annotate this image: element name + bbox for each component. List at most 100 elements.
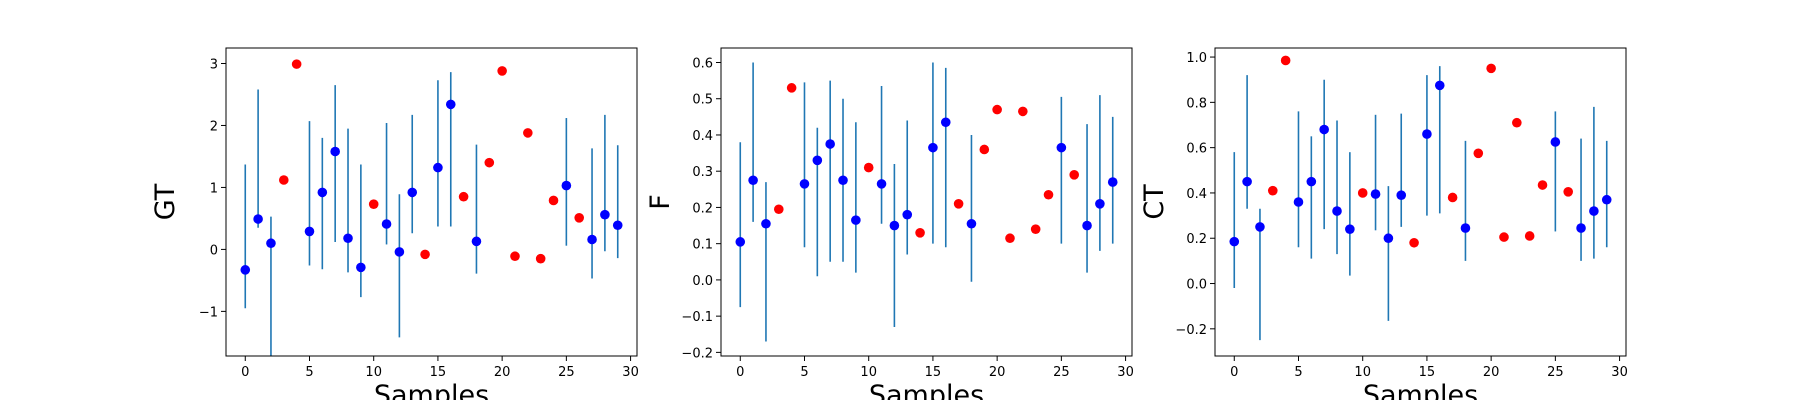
subplot-ct: 0 5 10 15 20 25 30 −0.2 0.0 0.2 0.4 0.6 0.8 1.0 CT Samp… bbox=[1139, 47, 1628, 400]
data-point-blue bbox=[1422, 129, 1432, 139]
data-point-blue bbox=[928, 142, 938, 153]
y-tick-label: 1 bbox=[210, 181, 218, 196]
data-point-blue bbox=[587, 234, 597, 245]
data-point-blue bbox=[330, 146, 340, 157]
data-point-blue bbox=[902, 209, 913, 220]
x-tick-label: 10 bbox=[1354, 365, 1371, 380]
plot-frame bbox=[720, 47, 1133, 357]
data-point-red bbox=[1280, 55, 1291, 66]
x-axis-label: Samples bbox=[1363, 380, 1478, 400]
data-point-blue bbox=[1589, 206, 1599, 216]
data-point-red bbox=[915, 228, 925, 238]
data-point-red bbox=[510, 251, 520, 262]
data-point-blue bbox=[304, 226, 315, 237]
x-tick-label: 20 bbox=[989, 365, 1006, 380]
y-tick-label: 0.3 bbox=[692, 165, 713, 180]
x-tick-label: 15 bbox=[1419, 365, 1436, 380]
data-point-blue bbox=[1107, 177, 1118, 187]
x-tick-label: 30 bbox=[1117, 365, 1134, 380]
plot-frame bbox=[1214, 47, 1627, 357]
x-tick-label: 5 bbox=[800, 365, 808, 380]
data-point-blue bbox=[825, 139, 835, 149]
x-tick-label: 10 bbox=[860, 365, 877, 380]
data-point-blue bbox=[266, 238, 276, 249]
y-tick-label: −1 bbox=[199, 305, 218, 320]
data-point-red bbox=[979, 144, 990, 155]
data-point-blue bbox=[812, 155, 823, 166]
data-point-blue bbox=[851, 215, 861, 225]
data-point-red bbox=[1357, 188, 1368, 198]
data-point-red bbox=[523, 128, 533, 138]
data-point-red bbox=[1005, 233, 1015, 244]
data-point-blue bbox=[1383, 233, 1394, 244]
subplot-gt: 0 5 10 15 20 25 30 −1 0 1 2 3 GT Samples bbox=[150, 47, 639, 400]
data-point-red bbox=[786, 83, 797, 93]
x-axis-label: Samples bbox=[374, 380, 489, 400]
x-tick-label: 15 bbox=[925, 365, 942, 380]
data-point-blue bbox=[735, 237, 746, 247]
y-tick-label: −0.2 bbox=[1175, 323, 1207, 338]
data-point-blue bbox=[940, 117, 951, 128]
data-point-red bbox=[1267, 185, 1278, 196]
data-point-blue bbox=[240, 265, 251, 275]
y-tick-label: 0.6 bbox=[1186, 142, 1207, 157]
x-tick-label: 25 bbox=[1053, 365, 1070, 380]
data-point-red bbox=[535, 253, 546, 264]
data-point-red bbox=[1018, 106, 1028, 117]
x-tick-label: 15 bbox=[430, 365, 447, 380]
data-point-blue bbox=[1576, 223, 1586, 233]
data-point-red bbox=[574, 213, 585, 223]
data-point-red bbox=[1499, 232, 1509, 242]
data-point-blue bbox=[1319, 124, 1329, 135]
data-point-blue bbox=[317, 187, 328, 198]
x-tick-label: 30 bbox=[622, 365, 639, 380]
y-tick-label: 0.0 bbox=[1186, 278, 1207, 293]
data-point-blue bbox=[1601, 194, 1612, 205]
data-point-blue bbox=[343, 233, 353, 244]
y-tick-label: 0.5 bbox=[692, 93, 713, 108]
y-tick-label: 0.2 bbox=[692, 201, 713, 216]
data-point-red bbox=[1563, 187, 1574, 197]
data-point-blue bbox=[433, 162, 443, 173]
data-point-blue bbox=[1370, 189, 1381, 199]
data-point-red bbox=[458, 191, 469, 202]
data-point-red bbox=[368, 199, 379, 209]
data-point-blue bbox=[1396, 190, 1407, 201]
y-tick-label: −0.2 bbox=[681, 346, 713, 361]
data-point-red bbox=[773, 204, 784, 215]
data-point-blue bbox=[966, 218, 977, 229]
x-tick-label: 0 bbox=[1230, 365, 1238, 380]
x-tick-label: 5 bbox=[305, 365, 313, 380]
y-tick-label: 0.4 bbox=[692, 129, 713, 144]
x-tick-label: 25 bbox=[1547, 365, 1564, 380]
y-axis-label: F bbox=[645, 194, 676, 210]
data-point-blue bbox=[889, 220, 900, 231]
data-point-blue bbox=[407, 187, 418, 198]
x-tick-label: 0 bbox=[241, 365, 249, 380]
data-point-blue bbox=[1293, 197, 1304, 207]
data-point-red bbox=[1069, 170, 1080, 180]
y-tick-label: −0.1 bbox=[681, 310, 713, 325]
data-point-red bbox=[548, 195, 559, 206]
x-tick-label: 10 bbox=[365, 365, 382, 380]
data-point-blue bbox=[876, 179, 887, 189]
y-tick-label: 0.1 bbox=[692, 238, 713, 253]
data-point-blue bbox=[1550, 137, 1561, 147]
y-tick-label: 3 bbox=[210, 57, 218, 72]
data-point-blue bbox=[445, 99, 456, 110]
data-point-blue bbox=[1255, 222, 1265, 232]
data-point-red bbox=[1043, 189, 1054, 200]
data-point-blue bbox=[381, 219, 392, 229]
y-axis-label: CT bbox=[1139, 184, 1170, 220]
data-point-blue bbox=[1056, 142, 1067, 153]
y-tick-label: 0.2 bbox=[1186, 232, 1207, 247]
x-tick-label: 0 bbox=[736, 365, 744, 380]
y-tick-label: 0.6 bbox=[692, 56, 713, 71]
x-tick-label: 25 bbox=[558, 365, 575, 380]
data-point-blue bbox=[561, 180, 572, 191]
data-point-blue bbox=[471, 236, 482, 247]
data-point-red bbox=[953, 199, 964, 209]
data-point-blue bbox=[356, 262, 366, 273]
data-point-red bbox=[863, 162, 874, 173]
